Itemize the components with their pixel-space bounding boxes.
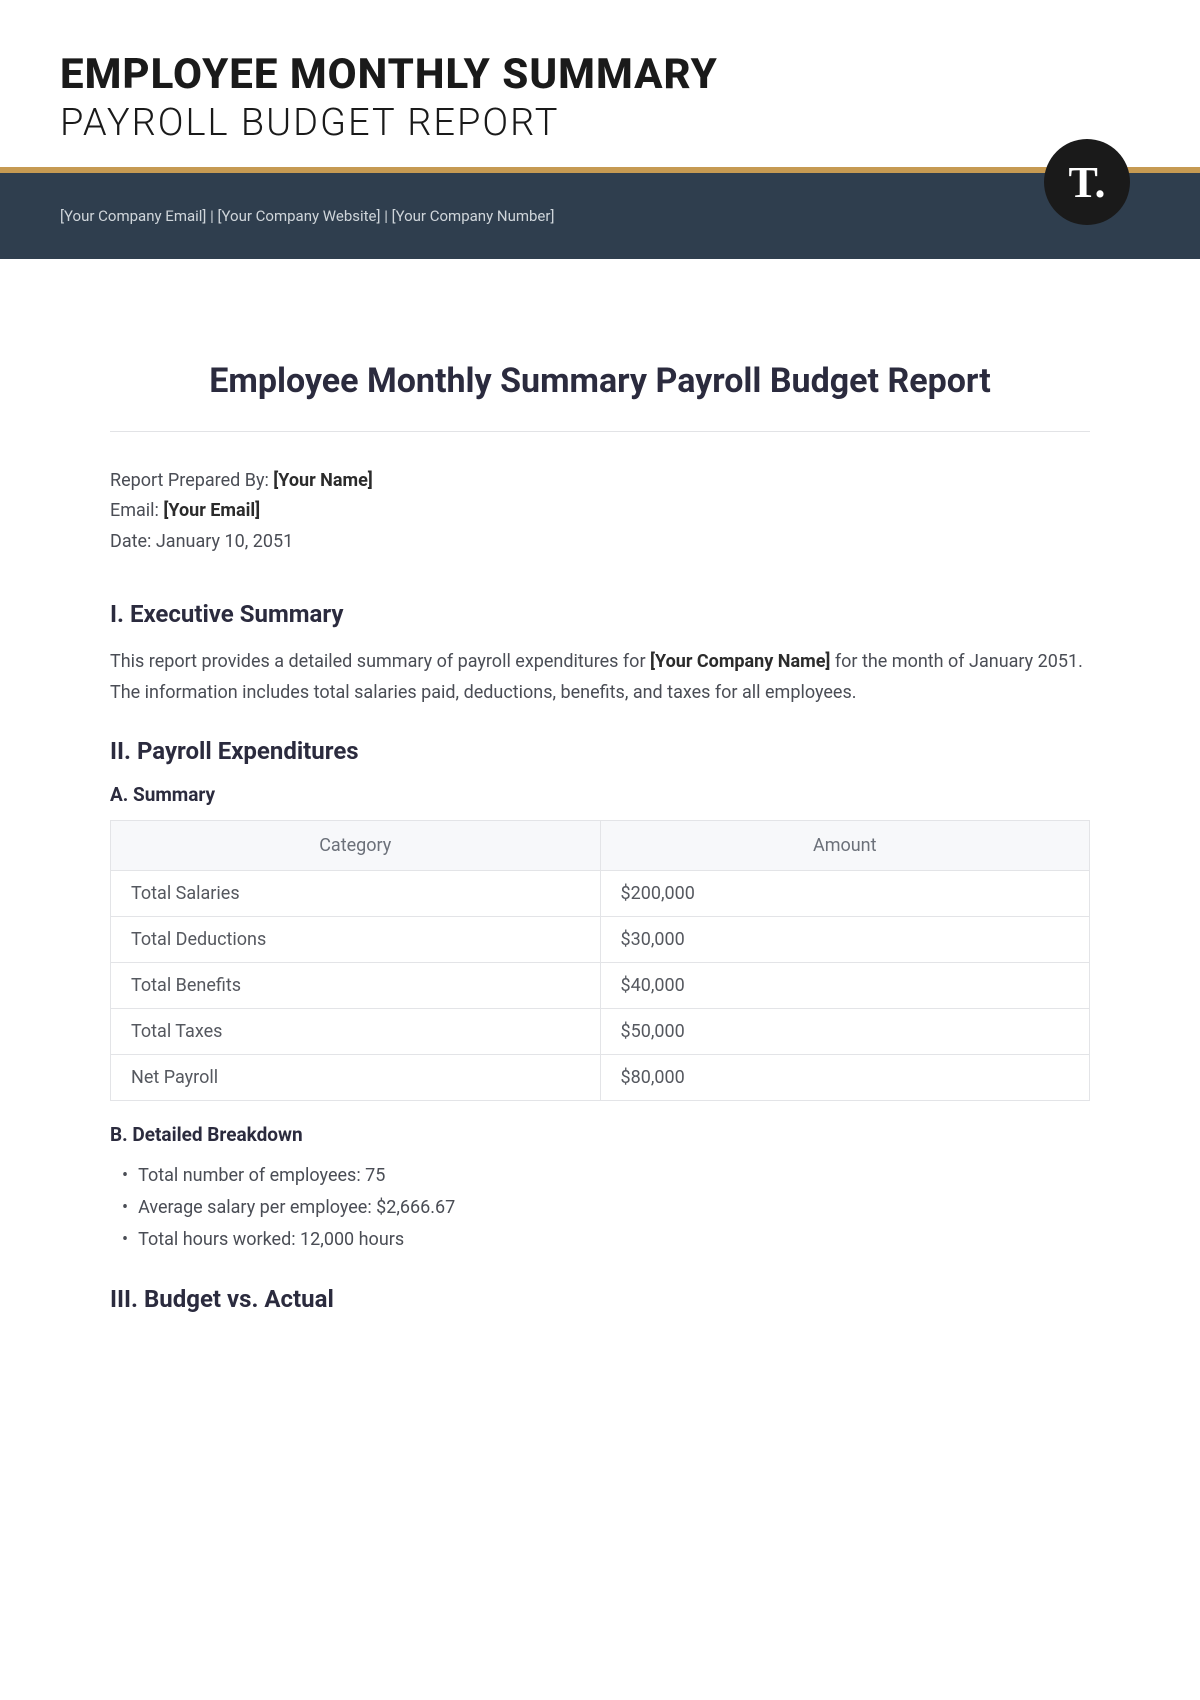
table-cell-amount: $200,000 — [600, 870, 1090, 916]
meta-date-value: January 10, 2051 — [156, 531, 293, 552]
subsection-summary: A. Summary — [110, 783, 1090, 806]
header-band: [Your Company Email] | [Your Company Web… — [0, 167, 1200, 259]
meta-email-label: Email: — [110, 500, 163, 521]
section-heading-executive-summary: I. Executive Summary — [110, 600, 1090, 628]
table-cell-category: Total Salaries — [111, 870, 601, 916]
meta-line-prepared-by: Report Prepared By: [Your Name] — [110, 466, 1090, 497]
table-row: Net Payroll $80,000 — [111, 1054, 1090, 1100]
meta-prepared-by-label: Report Prepared By: — [110, 470, 273, 491]
list-item: Total number of employees: 75 — [122, 1160, 1090, 1192]
table-cell-category: Total Taxes — [111, 1008, 601, 1054]
page-header: EMPLOYEE MONTHLY SUMMARY PAYROLL BUDGET … — [0, 0, 1200, 145]
table-cell-category: Total Deductions — [111, 916, 601, 962]
table-cell-amount: $80,000 — [600, 1054, 1090, 1100]
executive-summary-body: This report provides a detailed summary … — [110, 646, 1090, 709]
table-row: Total Deductions $30,000 — [111, 916, 1090, 962]
section-heading-payroll: II. Payroll Expenditures — [110, 737, 1090, 765]
meta-prepared-by-value: [Your Name] — [273, 470, 373, 491]
table-cell-category: Net Payroll — [111, 1054, 601, 1100]
meta-line-date: Date: January 10, 2051 — [110, 527, 1090, 558]
logo-badge: T. — [1044, 139, 1130, 225]
meta-line-email: Email: [Your Email] — [110, 496, 1090, 527]
table-cell-category: Total Benefits — [111, 962, 601, 1008]
table-header-row: Category Amount — [111, 820, 1090, 870]
exec-body-pre: This report provides a detailed summary … — [110, 651, 650, 672]
document-title: Employee Monthly Summary Payroll Budget … — [110, 359, 1090, 432]
list-item: Average salary per employee: $2,666.67 — [122, 1192, 1090, 1224]
header-title-line1: EMPLOYEE MONTHLY SUMMARY — [60, 50, 1140, 99]
table-cell-amount: $30,000 — [600, 916, 1090, 962]
report-meta: Report Prepared By: [Your Name] Email: [… — [110, 466, 1090, 558]
table-header-category: Category — [111, 820, 601, 870]
table-row: Total Salaries $200,000 — [111, 870, 1090, 916]
header-title-line2: PAYROLL BUDGET REPORT — [60, 101, 1140, 145]
exec-body-company-name: [Your Company Name] — [650, 651, 830, 672]
table-row: Total Benefits $40,000 — [111, 962, 1090, 1008]
company-info-text: [Your Company Email] | [Your Company Web… — [0, 207, 554, 225]
meta-date-label: Date: — [110, 531, 156, 552]
logo-text: T. — [1068, 157, 1105, 208]
section-heading-budget-vs-actual: III. Budget vs. Actual — [110, 1285, 1090, 1313]
meta-email-value: [Your Email] — [163, 500, 260, 521]
breakdown-list: Total number of employees: 75 Average sa… — [110, 1160, 1090, 1257]
subsection-detailed-breakdown: B. Detailed Breakdown — [110, 1123, 1090, 1146]
table-cell-amount: $50,000 — [600, 1008, 1090, 1054]
table-cell-amount: $40,000 — [600, 962, 1090, 1008]
document-content: Employee Monthly Summary Payroll Budget … — [0, 259, 1200, 1313]
list-item: Total hours worked: 12,000 hours — [122, 1224, 1090, 1256]
table-header-amount: Amount — [600, 820, 1090, 870]
payroll-summary-table: Category Amount Total Salaries $200,000 … — [110, 820, 1090, 1101]
table-row: Total Taxes $50,000 — [111, 1008, 1090, 1054]
